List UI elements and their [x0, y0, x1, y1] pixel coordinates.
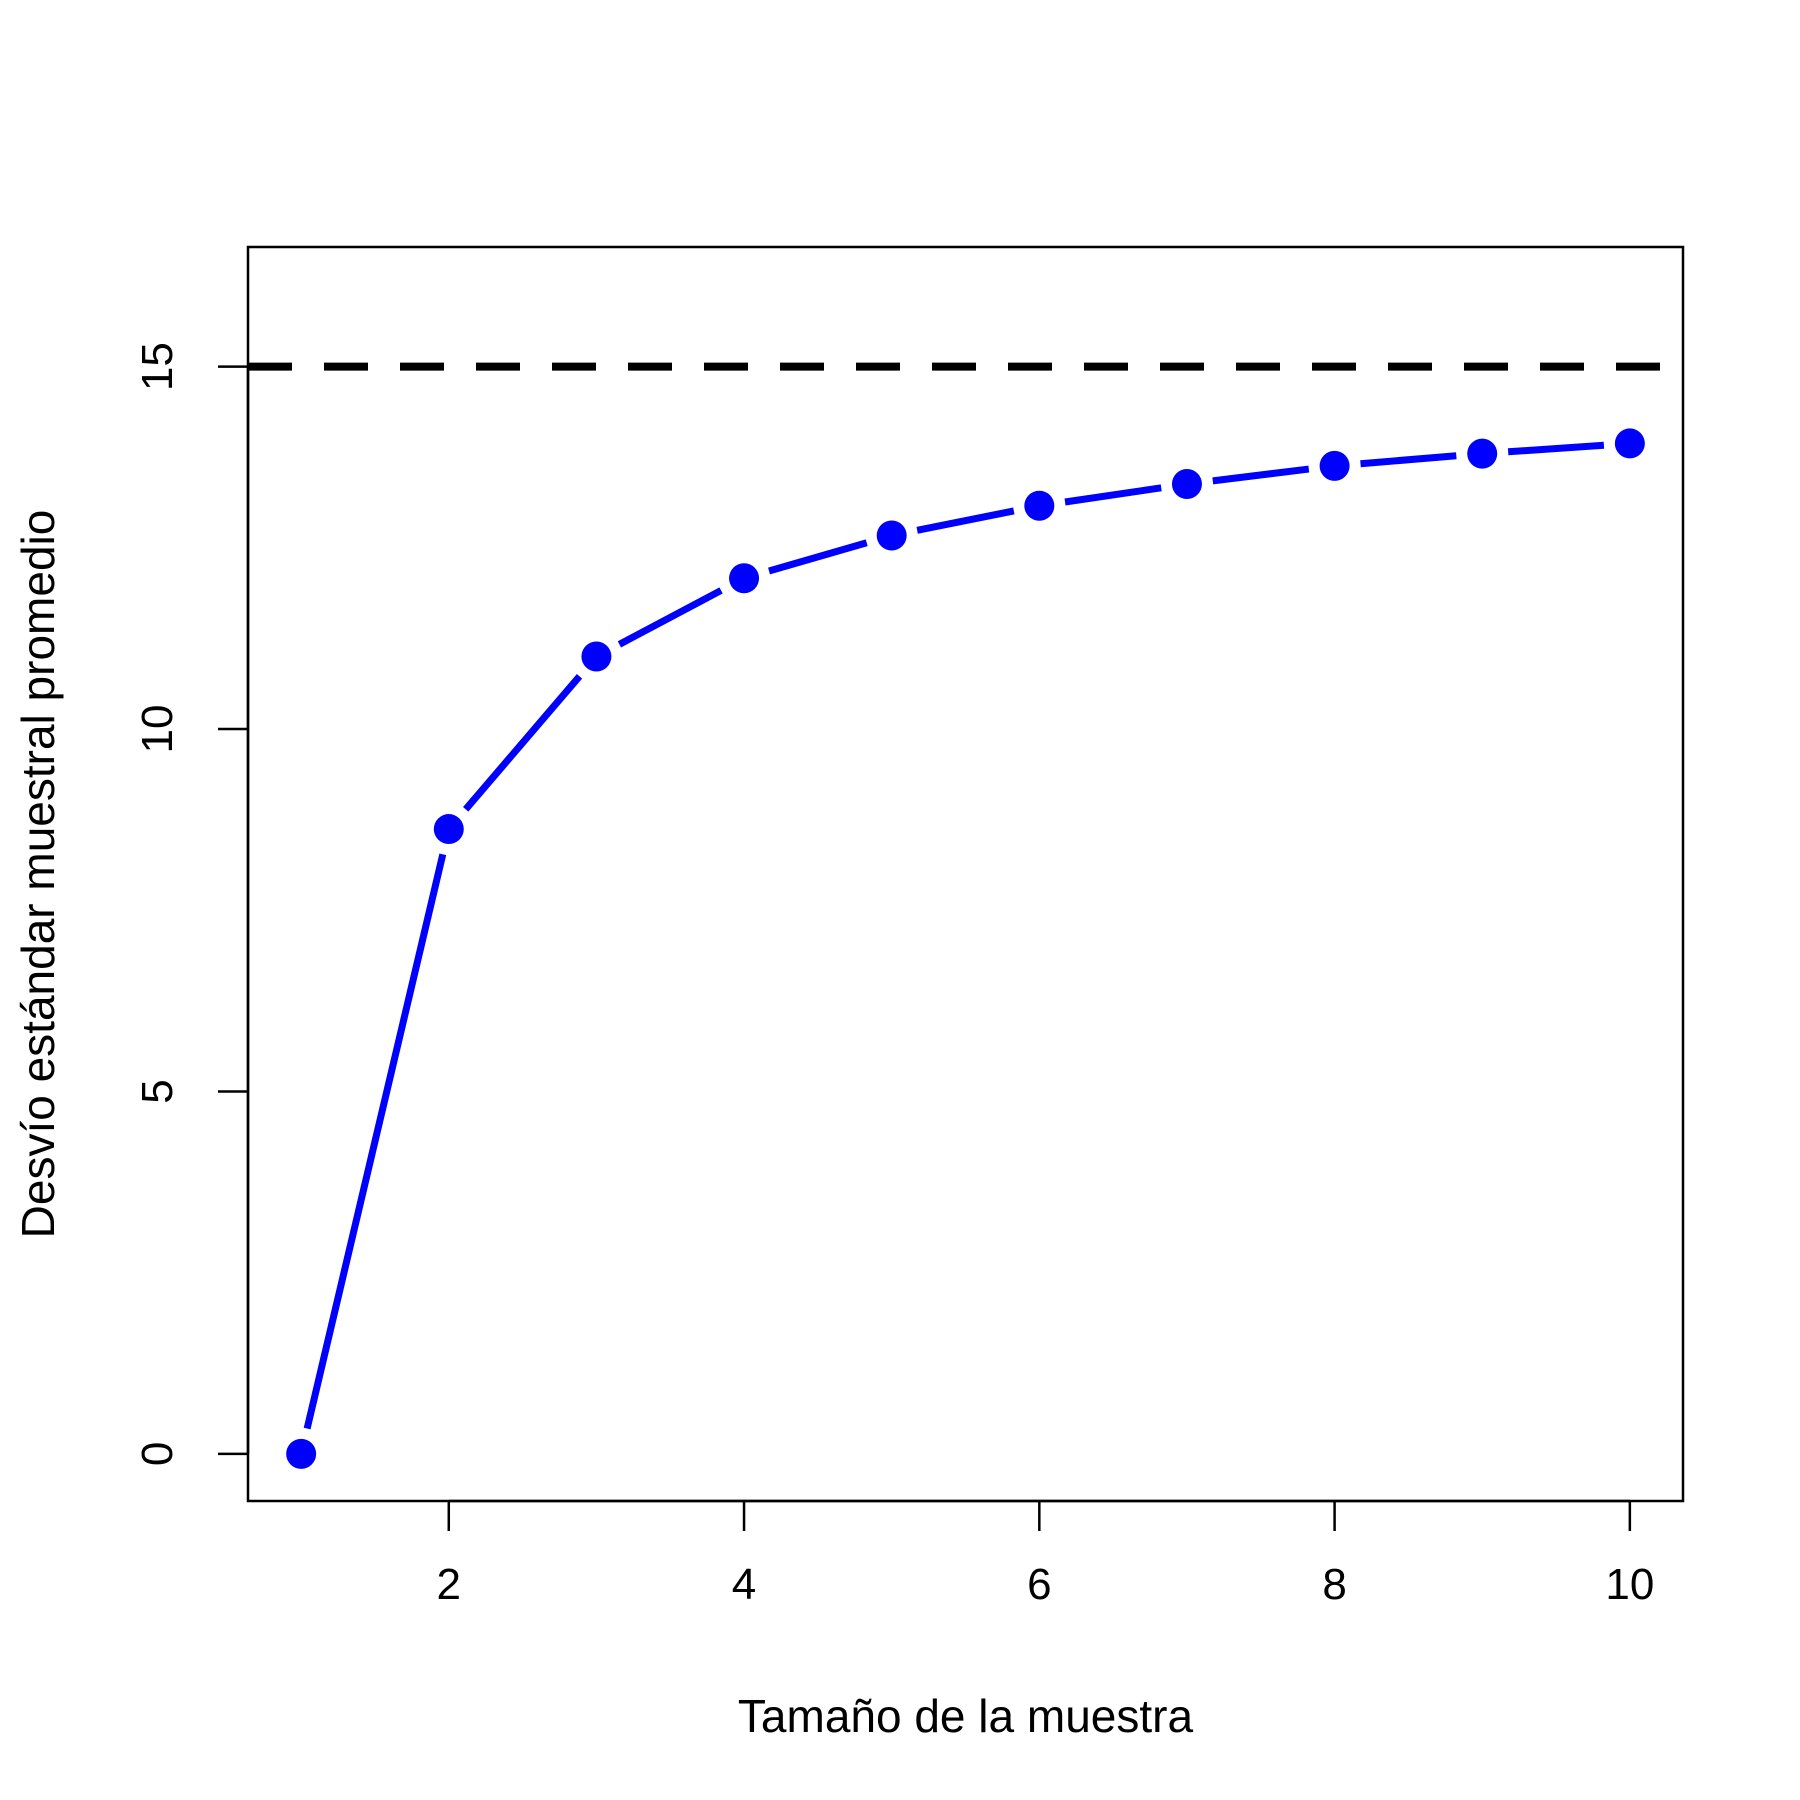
- y-axis-label: Desvío estándar muestral promedio: [12, 510, 64, 1239]
- series-line-segment: [303, 853, 447, 1430]
- x-tick-label: 4: [732, 1560, 756, 1609]
- series-line-segment: [1064, 484, 1162, 506]
- y-tick-label: 15: [133, 342, 182, 391]
- x-tick-label: 2: [437, 1560, 461, 1609]
- data-point: [581, 641, 612, 672]
- data-point: [1024, 490, 1055, 521]
- y-axis: 0 5 10 15: [133, 342, 250, 1466]
- data-point: [433, 814, 464, 845]
- x-tick-label: 8: [1322, 1560, 1346, 1609]
- series-line-segment: [768, 539, 868, 575]
- series-line-segment: [617, 587, 723, 648]
- series-line-segment: [1507, 441, 1605, 456]
- x-axis-label: Tamaño de la muestra: [738, 1690, 1194, 1742]
- x-tick-label: 10: [1605, 1560, 1654, 1609]
- data-point: [729, 563, 760, 594]
- y-tick-label: 10: [133, 705, 182, 754]
- data-point: [1467, 438, 1498, 469]
- series-line-segment: [916, 507, 1015, 534]
- data-point: [1171, 469, 1202, 500]
- series-line-segment: [463, 674, 583, 812]
- y-tick-label: 0: [133, 1442, 182, 1466]
- series-layer: [286, 428, 1645, 1469]
- series-line-segment: [1360, 452, 1457, 468]
- x-tick-label: 6: [1027, 1560, 1051, 1609]
- data-point: [286, 1438, 317, 1469]
- series-line-segment: [1212, 465, 1310, 485]
- x-axis: 2 4 6 8 10: [437, 1499, 1654, 1609]
- data-point: [876, 520, 907, 551]
- plot-frame: [246, 245, 1685, 1503]
- data-point: [1319, 450, 1350, 481]
- y-tick-label: 5: [133, 1079, 182, 1103]
- data-point: [1614, 428, 1645, 459]
